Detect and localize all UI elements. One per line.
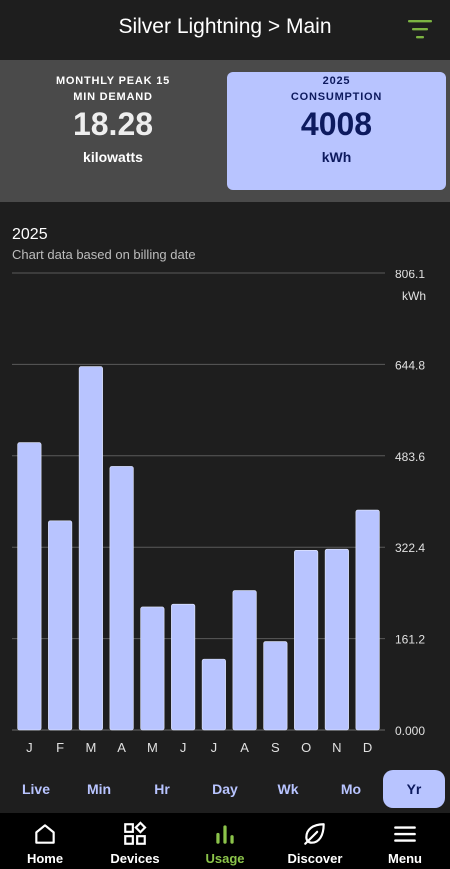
y-tick-label: 161.2 — [395, 633, 425, 647]
y-tick-label: 483.6 — [395, 450, 425, 464]
period-yr-button[interactable]: Yr — [383, 770, 445, 808]
period-mo-button[interactable]: Mo — [340, 781, 362, 797]
menu-icon — [360, 821, 450, 847]
y-tick-label: 806.1 — [395, 270, 425, 281]
x-tick-label: F — [56, 740, 64, 755]
x-tick-label: M — [147, 740, 158, 755]
period-wk-button[interactable]: Wk — [277, 781, 299, 797]
nav-menu[interactable]: Menu — [360, 813, 450, 869]
filter-icon — [408, 20, 432, 39]
consumption-card[interactable]: 2025 CONSUMPTION 4008 kWh — [227, 72, 446, 190]
page-title: Silver Lightning > Main — [118, 15, 332, 38]
bar-11[interactable] — [355, 509, 380, 731]
leaf-icon — [270, 821, 360, 847]
peak-demand-unit: kilowatts — [83, 149, 143, 165]
usage-icon — [180, 821, 270, 847]
devices-icon — [90, 821, 180, 847]
period-selector: Live Min Hr Day Wk Mo Yr — [0, 768, 450, 810]
bar-9[interactable] — [294, 549, 319, 731]
peak-demand-label: MONTHLY PEAK 15 MIN DEMAND — [55, 75, 171, 103]
x-tick-label: A — [117, 740, 126, 755]
bar-6[interactable] — [201, 658, 226, 731]
peak-demand-card[interactable]: MONTHLY PEAK 15 MIN DEMAND 18.28 kilowat… — [8, 72, 218, 190]
period-min-button[interactable]: Min — [86, 781, 112, 797]
consumption-value: 4008 — [300, 106, 373, 142]
app-header: Silver Lightning > Main — [0, 0, 450, 60]
consumption-unit: kWh — [321, 149, 352, 165]
nav-usage[interactable]: Usage — [180, 813, 270, 869]
nav-discover[interactable]: Discover — [270, 813, 360, 869]
period-live-button[interactable]: Live — [21, 781, 50, 797]
x-tick-label: D — [363, 740, 372, 755]
bottom-navigation: Home Devices Usage Discover Menu — [0, 813, 450, 869]
filter-button[interactable] — [404, 14, 436, 46]
usage-bar-chart[interactable]: 0.000 161.2 322.4 483.6 644.8 806.1 kWh J F M A M J J… — [0, 270, 450, 765]
nav-label: Discover — [287, 851, 343, 866]
nav-home[interactable]: Home — [0, 813, 90, 869]
x-tick-label: O — [301, 740, 311, 755]
nav-label: Menu — [388, 851, 422, 866]
x-tick-label: J — [26, 740, 33, 755]
x-tick-label: M — [85, 740, 96, 755]
nav-label: Usage — [205, 851, 245, 866]
chart-title: 2025 — [12, 226, 48, 243]
bar-4[interactable] — [140, 606, 165, 731]
y-tick-label: 0.000 — [395, 724, 425, 738]
x-tick-label: A — [240, 740, 249, 755]
x-tick-label: J — [211, 740, 218, 755]
bar-8[interactable] — [263, 641, 288, 731]
x-tick-label: J — [180, 740, 187, 755]
y-tick-label: 322.4 — [395, 541, 425, 555]
peak-demand-value: 18.28 — [72, 106, 154, 142]
period-hr-button[interactable]: Hr — [154, 781, 170, 797]
x-tick-label: S — [271, 740, 280, 755]
nav-devices[interactable]: Devices — [90, 813, 180, 869]
bar-3[interactable] — [109, 466, 134, 731]
bar-10[interactable] — [324, 548, 349, 731]
x-tick-label: N — [332, 740, 341, 755]
bar-1[interactable] — [48, 520, 73, 731]
bar-7[interactable] — [232, 590, 257, 731]
y-unit-label: kWh — [402, 289, 426, 303]
period-day-button[interactable]: Day — [212, 781, 238, 797]
summary-panel: MONTHLY PEAK 15 MIN DEMAND 18.28 kilowat… — [0, 60, 450, 202]
chart-subtitle: Chart data based on billing date — [12, 247, 196, 262]
nav-label: Devices — [110, 851, 160, 866]
y-tick-label: 644.8 — [395, 358, 425, 372]
nav-label: Home — [26, 851, 64, 866]
bar-2[interactable] — [78, 366, 103, 731]
home-icon — [0, 821, 90, 847]
chart-header: 2025 Chart data based on billing date — [12, 226, 196, 262]
bar-0[interactable] — [17, 442, 42, 731]
bar-5[interactable] — [171, 603, 196, 731]
consumption-label: 2025 CONSUMPTION — [290, 75, 383, 103]
